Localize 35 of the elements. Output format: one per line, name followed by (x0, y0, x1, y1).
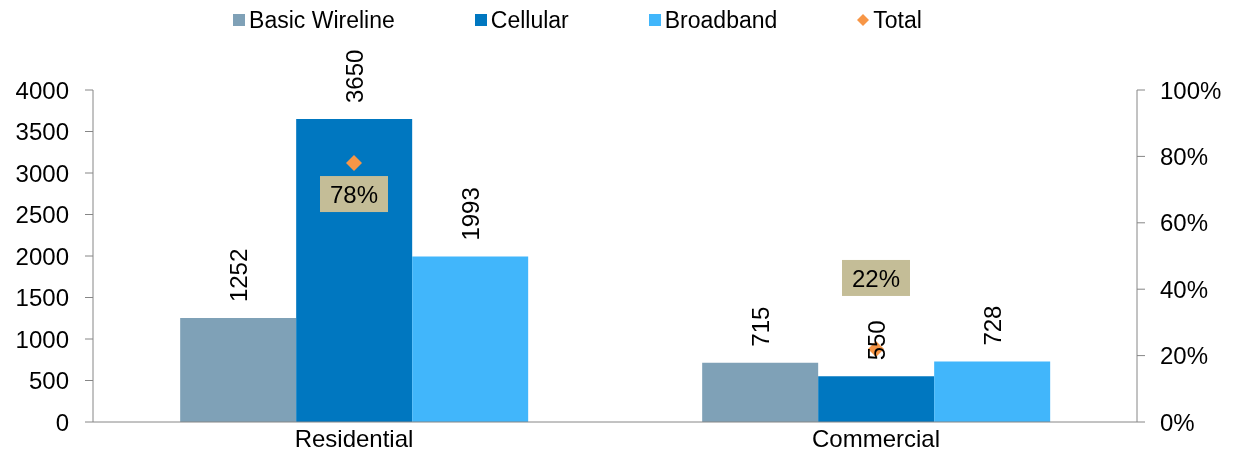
y2-tick-label: 100% (1160, 76, 1222, 104)
data-label: 550 (862, 320, 890, 361)
y2-tick-label: 80% (1160, 142, 1209, 170)
data-label: 728 (978, 305, 1006, 346)
y-tick-label: 3000 (15, 159, 69, 187)
y-tick-label: 0 (55, 408, 69, 436)
y-tick-label: 4000 (15, 76, 69, 104)
data-label: 3650 (340, 49, 368, 104)
bar (180, 318, 297, 422)
data-label: 1252 (224, 248, 252, 303)
y-tick-label: 2000 (15, 242, 69, 270)
legend-label: Basic Wireline (249, 7, 395, 33)
y2-tick-label: 60% (1160, 209, 1209, 237)
y-tick-label: 500 (28, 367, 69, 395)
y2-tick-label: 40% (1160, 275, 1209, 303)
y-tick-label: 2500 (15, 201, 69, 229)
y2-tick-label: 0% (1160, 408, 1195, 436)
legend-label: Total (873, 7, 922, 33)
y-tick-label: 3500 (15, 118, 69, 146)
bar (818, 376, 935, 422)
y-tick-label: 1500 (15, 284, 69, 312)
bar (934, 361, 1051, 422)
data-label: 1993 (456, 187, 484, 241)
x-tick-label: Residential (294, 425, 414, 453)
x-tick-label: Commercial (811, 425, 941, 453)
bar (412, 256, 529, 422)
y-tick-label: 1000 (15, 325, 69, 353)
legend-label: Cellular (490, 7, 569, 33)
y2-tick-label: 20% (1160, 342, 1209, 370)
data-label: 78% (329, 180, 379, 208)
bar (296, 119, 413, 422)
legend-label: Broadband (664, 7, 778, 33)
data-label: 22% (851, 264, 901, 292)
bar (702, 362, 819, 422)
data-label: 715 (746, 306, 774, 347)
